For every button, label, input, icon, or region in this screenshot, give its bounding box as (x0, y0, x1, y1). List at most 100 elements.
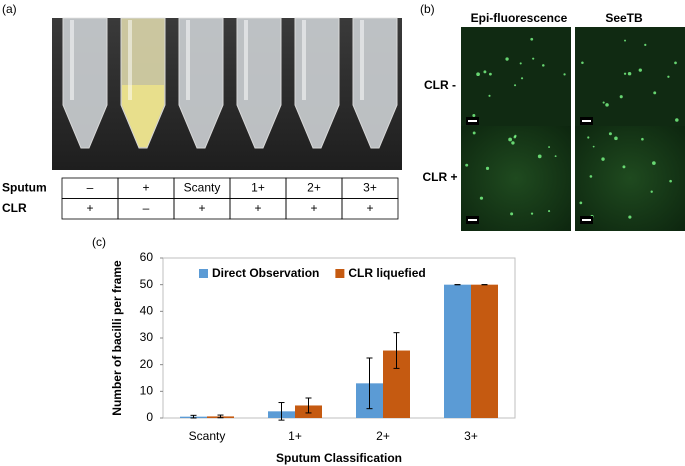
column-header: SeeTB (605, 11, 643, 25)
bacillus (519, 62, 522, 65)
bacillus (601, 157, 605, 161)
micrograph (461, 27, 571, 132)
error-bar (190, 414, 197, 419)
x-tick-label: 3+ (464, 429, 478, 443)
y-tick-label: 20 (140, 357, 154, 371)
bacillus (479, 196, 484, 200)
bacillus (530, 37, 534, 41)
bacillus (483, 70, 487, 74)
tube-highlight (302, 20, 306, 100)
error-bar (217, 414, 224, 419)
bacillus (472, 114, 476, 117)
error-bar (366, 357, 373, 410)
row-header: CLR (2, 201, 27, 215)
y-tick-label: 40 (140, 304, 154, 318)
bacillus (623, 72, 627, 75)
bacillus (628, 215, 632, 219)
bacillus (513, 135, 517, 139)
row-header: CLR + (422, 170, 457, 184)
scale-bar-line (582, 219, 591, 221)
bacillus (563, 73, 566, 76)
table-cell-text: – (143, 201, 150, 215)
y-tick-label: 10 (140, 384, 154, 398)
bacillus (514, 84, 517, 87)
x-tick-label: Scanty (189, 429, 226, 443)
bacillus (587, 136, 590, 139)
tube-photo (52, 18, 402, 170)
bacillus (548, 146, 550, 148)
bacillus (627, 71, 632, 76)
sediment (122, 85, 164, 147)
bacillus (667, 75, 670, 78)
bacillus (537, 154, 542, 159)
bacillus (532, 57, 535, 60)
bacillus (622, 165, 626, 169)
table-cell-text: + (310, 201, 317, 215)
tube-highlight (186, 20, 190, 100)
micrograph (461, 126, 571, 231)
micrograph (575, 27, 685, 132)
bacillus (579, 201, 583, 205)
bacillus (614, 136, 618, 141)
bacillus (530, 212, 534, 215)
legend-swatch (335, 269, 345, 278)
bacillus (605, 103, 609, 107)
bacillus (652, 161, 656, 165)
table-cell-text: + (142, 180, 149, 194)
bacillus (608, 132, 612, 136)
table-cell-text: + (366, 201, 373, 215)
bacillus (510, 212, 514, 216)
table-cell-text: 3+ (363, 180, 377, 194)
y-tick-label: 30 (140, 330, 154, 344)
table-cell-text: Scanty (184, 180, 221, 194)
y-axis-label: Number of bacilli per frame (110, 260, 124, 416)
bacillus (669, 179, 672, 183)
bacillus (592, 145, 595, 148)
error-bar (393, 332, 400, 369)
bacillus (548, 210, 551, 213)
table-cell-text: 2+ (307, 180, 321, 194)
bacillus (624, 39, 626, 42)
table-cell-text: + (254, 201, 261, 215)
table-cell-text: 1+ (251, 180, 265, 194)
bacillus (485, 166, 490, 170)
panel-label: (b) (420, 2, 435, 16)
bacillus (638, 68, 642, 72)
panel-label: (a) (2, 2, 17, 16)
bacillus (476, 72, 480, 77)
bacillus (644, 43, 647, 47)
y-tick-label: 60 (140, 250, 154, 264)
error-bar (305, 397, 312, 414)
table-cell-text: + (86, 201, 93, 215)
bacillus (602, 101, 605, 104)
x-axis-label: Sputum Classification (276, 451, 402, 465)
scale-bar-line (468, 120, 477, 122)
error-bar (278, 402, 285, 421)
table-cell-text: – (87, 180, 94, 194)
micrograph (575, 126, 685, 231)
panel-label: (c) (92, 235, 106, 249)
x-tick-label: 1+ (288, 429, 302, 443)
bacillus (641, 137, 644, 141)
bacillus (472, 131, 476, 135)
bacillus (542, 64, 545, 67)
tube-highlight (128, 20, 132, 100)
bacillus (465, 163, 469, 167)
bar (471, 284, 498, 418)
tube-highlight (360, 20, 364, 100)
row-header: CLR - (424, 78, 456, 92)
scale-bar-line (582, 120, 591, 122)
bacillus (508, 137, 513, 142)
legend-label: Direct Observation (212, 266, 319, 280)
column-header: Epi-fluorescence (471, 11, 568, 25)
bacillus (488, 94, 491, 97)
bacillus (589, 175, 593, 178)
tube-highlight (70, 20, 74, 100)
y-tick-label: 0 (146, 410, 153, 424)
bacillus (581, 61, 584, 65)
bacillus (505, 57, 509, 61)
bacillus (675, 118, 679, 122)
row-header: Sputum (2, 180, 47, 194)
scale-bar-line (468, 219, 477, 221)
